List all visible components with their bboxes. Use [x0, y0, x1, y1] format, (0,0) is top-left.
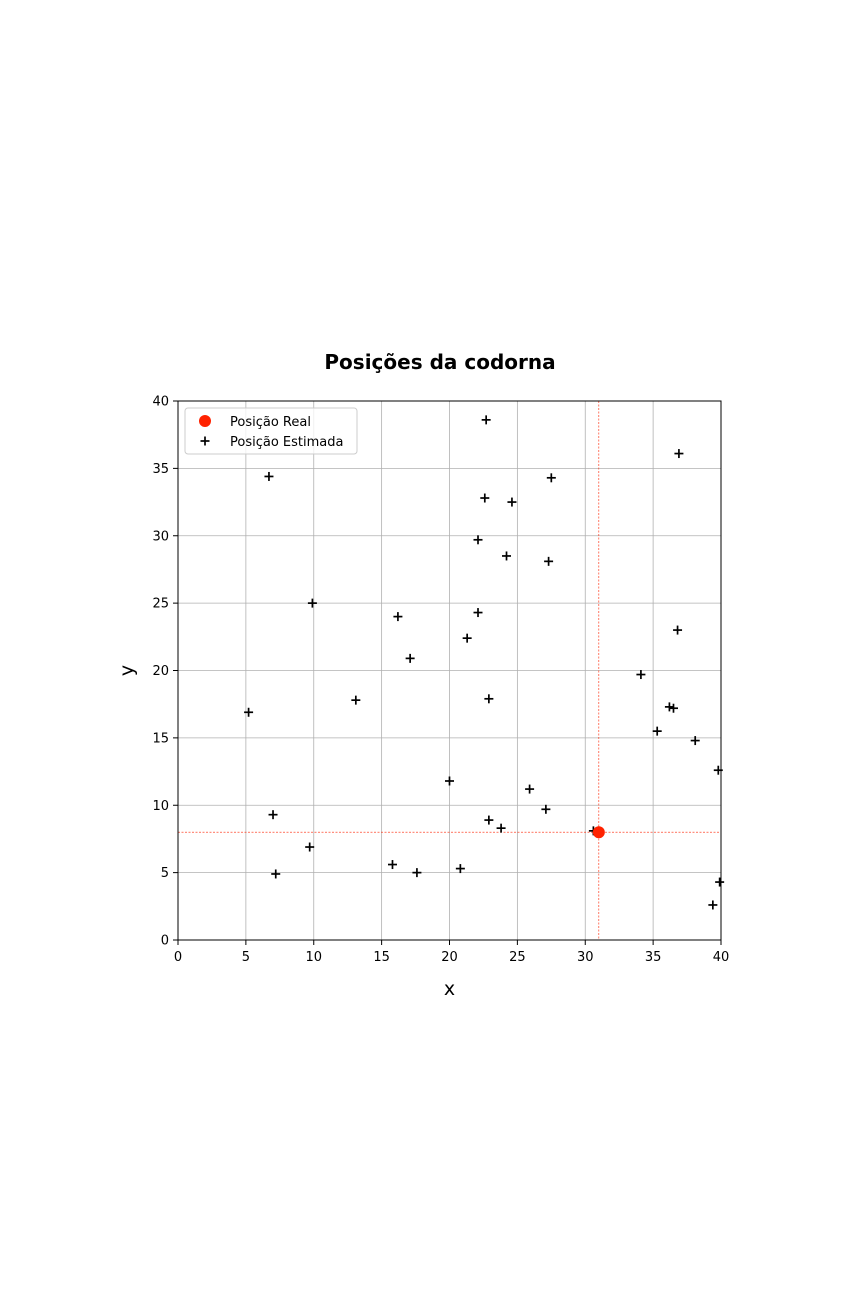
real-position-point — [592, 826, 605, 839]
legend: Posição Real Posição Estimada — [184, 407, 358, 455]
estimated-position-point — [445, 776, 454, 786]
y-tick-label: 0 — [161, 934, 169, 949]
legend-marker-real — [199, 415, 211, 427]
estimated-position-point — [455, 864, 465, 874]
estimated-position-point — [541, 804, 551, 814]
estimated-position-point — [668, 703, 678, 713]
estimated-position-point — [484, 694, 494, 704]
estimated-position-point — [544, 556, 554, 566]
estimated-position-point — [387, 860, 397, 870]
x-tick-label: 10 — [305, 950, 322, 965]
y-tick-label: 40 — [152, 395, 169, 410]
x-tick-label: 15 — [373, 950, 390, 965]
legend-box — [184, 407, 358, 455]
estimated-position-point — [473, 608, 483, 618]
estimated-position-point — [525, 784, 535, 794]
estimated-position-point — [708, 900, 718, 910]
y-tick-label: 25 — [152, 597, 169, 612]
estimated-position-point — [271, 869, 281, 879]
y-tick-label: 15 — [152, 731, 169, 746]
estimated-position-point — [652, 726, 662, 736]
axis-ticks: 0 5 10 15 20 25 30 35 40 0 5 10 15 20 25 30 35 40 — [152, 395, 729, 966]
x-tick-label: 20 — [441, 950, 458, 965]
estimated-position-point — [481, 415, 491, 425]
legend-label-estimated: Posição Estimada — [230, 435, 343, 450]
estimated-position-point — [393, 612, 403, 622]
x-tick-label: 40 — [713, 950, 730, 965]
y-tick-label: 30 — [152, 529, 169, 544]
data-points — [244, 415, 725, 910]
estimated-position-point — [546, 473, 556, 483]
y-tick-label: 5 — [161, 866, 169, 881]
x-tick-label: 0 — [174, 950, 182, 965]
y-tick-label: 20 — [152, 664, 169, 679]
estimated-position-point — [502, 551, 512, 561]
reference-lines — [178, 401, 721, 940]
estimated-position-point — [673, 625, 683, 635]
estimated-position-point — [264, 471, 274, 481]
estimated-position-point — [244, 707, 254, 717]
x-tick-label: 25 — [509, 950, 526, 965]
legend-label-real: Posição Real — [230, 415, 311, 430]
estimated-position-point — [351, 695, 361, 705]
y-tick-label: 10 — [152, 799, 169, 814]
estimated-position-point — [268, 810, 278, 820]
estimated-position-point — [636, 670, 646, 680]
estimated-position-point — [307, 598, 317, 608]
estimated-position-point — [480, 493, 490, 503]
estimated-position-point — [690, 736, 700, 746]
estimated-position-point — [473, 535, 483, 545]
y-axis-label: y — [116, 665, 138, 676]
estimated-position-point — [462, 633, 472, 643]
legend-plus-marker — [200, 436, 210, 446]
estimated-position-point — [484, 815, 494, 825]
estimated-position-point — [496, 823, 506, 833]
x-axis-label: x — [444, 978, 455, 1000]
x-tick-label: 35 — [645, 950, 662, 965]
y-tick-label: 35 — [152, 462, 169, 477]
estimated-position-point — [305, 842, 315, 852]
estimated-position-point — [664, 702, 674, 712]
legend-marker-estimated — [200, 436, 210, 446]
estimated-position-point — [507, 497, 517, 507]
estimated-position-point — [715, 877, 725, 887]
x-tick-label: 5 — [242, 950, 250, 965]
chart-title: Posições da codorna — [324, 350, 555, 374]
estimated-position-point — [412, 868, 422, 878]
estimated-position-point — [405, 653, 415, 663]
x-tick-label: 30 — [577, 950, 594, 965]
estimated-position-point — [674, 449, 684, 459]
